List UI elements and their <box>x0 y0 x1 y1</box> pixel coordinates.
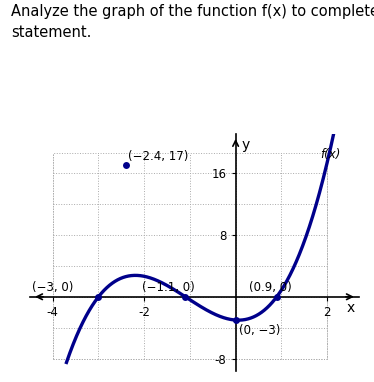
Text: statement.: statement. <box>11 25 92 40</box>
Text: (0.9, 0): (0.9, 0) <box>249 282 292 295</box>
Text: (−3, 0): (−3, 0) <box>32 282 74 295</box>
Text: f(x): f(x) <box>320 148 341 161</box>
Text: (−2.4, 17): (−2.4, 17) <box>128 150 188 163</box>
Text: y: y <box>241 138 249 152</box>
Text: Analyze the graph of the function f(x) to complete the: Analyze the graph of the function f(x) t… <box>11 4 374 19</box>
Text: (−1.1, 0): (−1.1, 0) <box>142 282 194 295</box>
Text: x: x <box>346 301 355 315</box>
Text: (0, −3): (0, −3) <box>239 324 280 337</box>
